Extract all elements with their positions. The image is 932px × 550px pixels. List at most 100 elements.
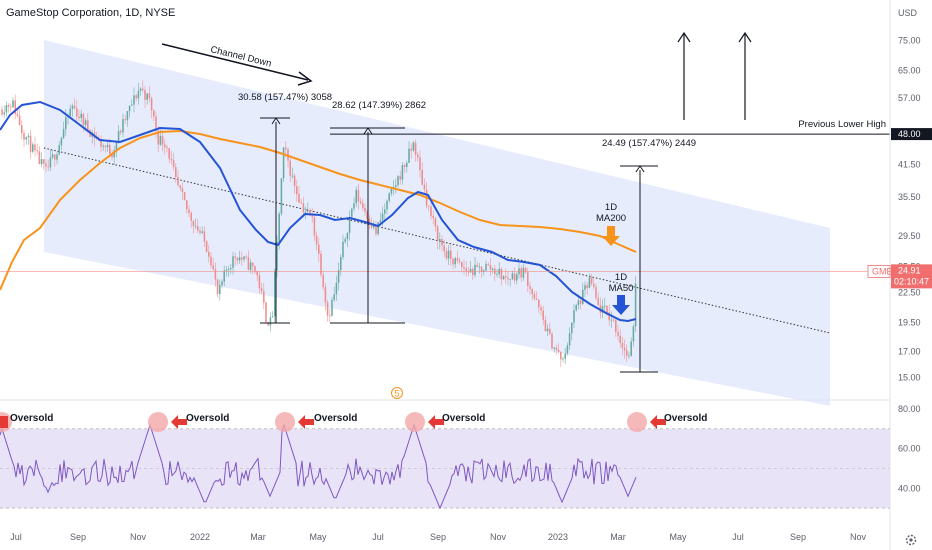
candle-body (36, 150, 38, 152)
candle-body (60, 138, 63, 146)
candle-body (562, 358, 564, 360)
x-tick-label: Mar (610, 532, 626, 542)
candle-body (225, 269, 228, 271)
candle-body (522, 267, 525, 278)
candle-body (212, 265, 214, 270)
candle-body (232, 256, 234, 268)
candle-body (56, 154, 58, 160)
y-tick-label: 35.50 (898, 192, 921, 202)
rsi-tick-label: 60.00 (898, 444, 921, 454)
candle-body (489, 265, 492, 270)
measure-2-label: 28.62 (147.39%) 2862 (332, 100, 426, 111)
candle-body (18, 115, 21, 126)
candle-body (535, 298, 538, 300)
countdown-label: 02:10:47 (894, 276, 929, 286)
candle-body (342, 241, 344, 258)
candle-body (612, 319, 615, 321)
target-arrowhead-2 (738, 31, 752, 43)
candle-body (23, 133, 25, 140)
candle-body (153, 110, 155, 117)
candle-body (348, 216, 351, 233)
candle-body (183, 192, 186, 201)
candle-body (252, 262, 254, 267)
candle-body (117, 130, 120, 143)
candle-body (315, 235, 318, 245)
candle-body (245, 256, 247, 258)
target-arrowhead-1 (677, 31, 691, 43)
candle-body (157, 130, 159, 145)
candle-body (610, 319, 613, 321)
candle-body (474, 264, 476, 276)
candle-body (505, 276, 507, 278)
oversold-label: Oversold (442, 413, 485, 424)
candle-body (395, 185, 397, 187)
measure-1-label: 30.58 (157.47%) 3058 (238, 92, 332, 103)
x-tick-label: Sep (430, 532, 446, 542)
candle-body (463, 267, 465, 269)
candle-body (540, 307, 542, 311)
candle-body (49, 157, 52, 168)
candle-body (366, 211, 368, 219)
candle-body (335, 282, 338, 295)
candle-body (84, 120, 87, 126)
last-price-tag (891, 264, 932, 289)
candle-body (553, 347, 555, 349)
candle-body (604, 305, 606, 307)
candle-body (126, 111, 129, 121)
candle-body (478, 266, 481, 268)
candle-body (436, 226, 439, 242)
candle-body (65, 117, 67, 130)
candle-body (487, 264, 489, 266)
candle-body (410, 148, 412, 151)
oversold-circle (405, 412, 425, 432)
resistance-label: Previous Lower High (798, 119, 886, 130)
candle-body (300, 202, 302, 204)
channel-fill (44, 40, 830, 406)
chart-title: GameStop Corporation, 1D, NYSE (6, 7, 175, 19)
candle-body (544, 319, 547, 332)
candle-body (124, 119, 126, 121)
candle-body (588, 277, 591, 288)
candle-body (516, 274, 518, 281)
candle-body (238, 257, 241, 261)
candle-body (417, 154, 419, 158)
candle-body (414, 142, 417, 155)
candle-body (78, 116, 80, 119)
x-tick-label: 2023 (548, 532, 568, 542)
candle-body (357, 189, 360, 202)
candle-body (320, 253, 322, 275)
candle-body (47, 166, 49, 168)
candle-body (524, 267, 527, 273)
candle-body (443, 245, 445, 252)
candle-body (502, 276, 505, 280)
candle-body (337, 270, 340, 283)
candle-body (324, 287, 327, 303)
axes[interactable]: USD75.0065.0057.0048.0041.5035.5029.5025… (10, 0, 932, 550)
candle-body (399, 176, 401, 180)
candle-body (623, 347, 626, 351)
candle-body (45, 163, 47, 167)
candle-body (51, 154, 54, 158)
candle-body (293, 175, 296, 187)
candle-body (201, 231, 203, 233)
candle-body (16, 113, 19, 116)
candle-body (155, 116, 157, 131)
candle-body (362, 202, 364, 208)
candle-body (375, 224, 377, 235)
x-tick-label: Nov (130, 532, 147, 542)
gear-icon[interactable] (905, 534, 917, 546)
candle-body (595, 286, 597, 299)
candle-body (555, 347, 558, 350)
candle-body (630, 341, 632, 356)
candle-body (421, 169, 423, 185)
candle-body (617, 331, 619, 336)
candle-body (100, 139, 102, 147)
x-tick-label: Nov (850, 532, 867, 542)
candle-body (3, 112, 5, 115)
candle-body (194, 226, 197, 227)
candle-body (150, 98, 153, 111)
candle-body (533, 294, 536, 299)
gme-symbol-tag (867, 264, 891, 278)
oversold-label: Oversold (314, 413, 357, 424)
